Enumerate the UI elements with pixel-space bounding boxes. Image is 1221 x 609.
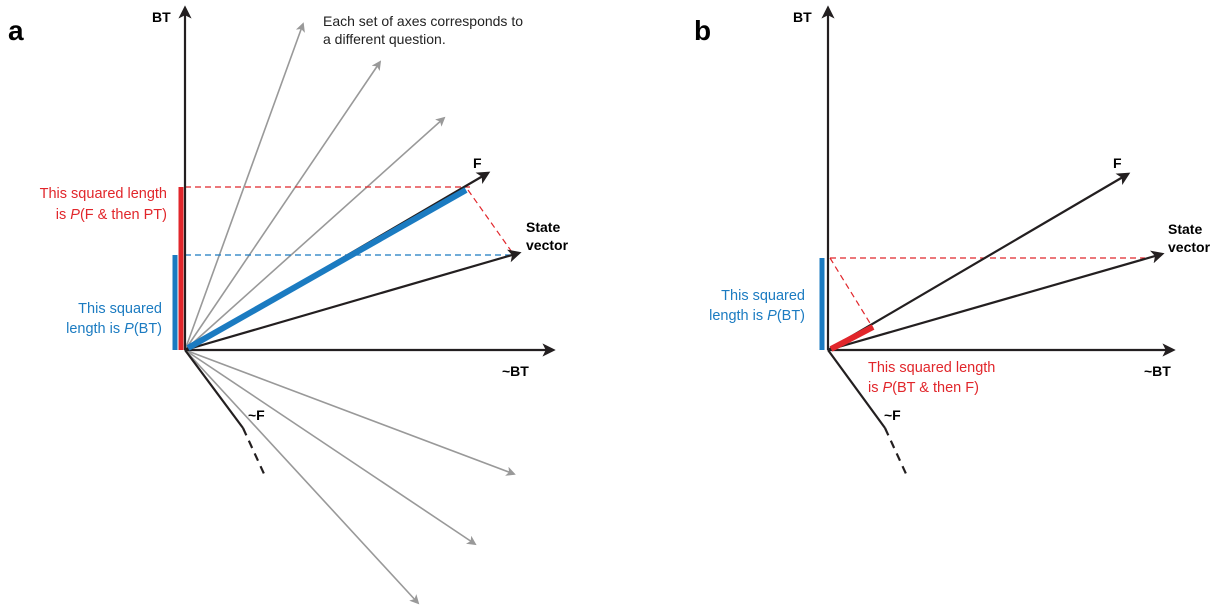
red-label-a-line2: is P(F & then PT)	[56, 207, 167, 223]
panel-letter-b: b	[694, 15, 711, 46]
blue-label-a-line2: length is P(BT)	[66, 321, 162, 337]
red-label-b-line2: is P(BT & then F)	[868, 380, 979, 396]
not-f-axis-dashed-b	[884, 427, 908, 477]
state-vector-a	[184, 249, 522, 352]
state-label-b-line2: vector	[1168, 239, 1211, 255]
bt-label-a: BT	[152, 9, 171, 25]
blue-label-a-line1: This squared	[78, 301, 162, 317]
gray-axis-1	[184, 22, 305, 351]
note-line-2: a different question.	[323, 31, 446, 47]
blue-label-b-line2: length is P(BT)	[709, 308, 805, 324]
not-f-axis-b	[827, 349, 886, 429]
state-label-a-line1: State	[526, 219, 560, 235]
not-f-label-b: ~F	[884, 407, 901, 423]
not-f-axis-dashed-a	[242, 427, 266, 477]
state-vector-b	[827, 250, 1165, 352]
red-projection-bar-b	[829, 324, 875, 352]
f-axis-b	[827, 172, 1131, 351]
blue-label-b-line1: This squared	[721, 288, 805, 304]
gray-axis-5	[184, 349, 477, 546]
gray-axis-6	[184, 349, 420, 605]
panel-a: a BT ~BT F ~F State vector Ea	[8, 5, 569, 605]
f-label-b: F	[1113, 155, 1122, 171]
panel-b: b BT ~BT F ~F State vector This squared …	[694, 5, 1211, 477]
state-label-b-line1: State	[1168, 221, 1202, 237]
gray-axis-4	[184, 349, 516, 476]
red-projection-to-state-a	[467, 189, 515, 256]
gray-axis-3	[184, 116, 446, 351]
note-line-1: Each set of axes corresponds to	[323, 13, 523, 29]
not-f-label-a: ~F	[248, 407, 265, 423]
not-bt-label-b: ~BT	[1144, 363, 1171, 379]
f-label-a: F	[473, 155, 482, 171]
red-label-b-line1: This squared length	[868, 360, 995, 376]
blue-projection-bar-f-a	[186, 187, 468, 351]
state-label-a-line2: vector	[526, 237, 569, 253]
red-label-a-line1: This squared length	[40, 186, 167, 202]
not-bt-label-a: ~BT	[502, 363, 529, 379]
panel-letter-a: a	[8, 15, 24, 46]
red-projection-to-f-b	[829, 257, 874, 329]
bt-label-b: BT	[793, 9, 812, 25]
alternative-axes-a	[184, 22, 516, 605]
not-f-axis-a	[184, 349, 244, 429]
gray-axis-2	[184, 60, 382, 351]
